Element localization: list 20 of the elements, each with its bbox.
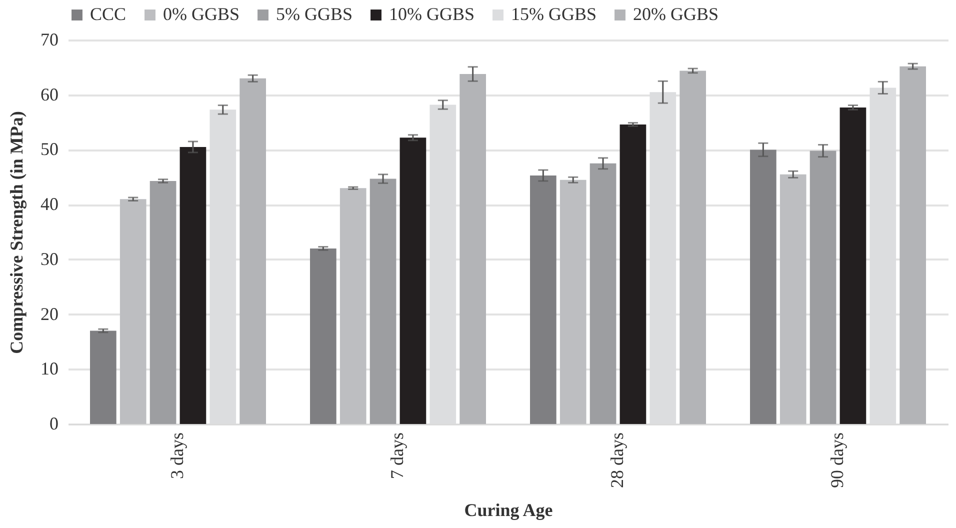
legend-label: 5% GGBS — [276, 4, 353, 24]
y-tick-label: 50 — [40, 139, 58, 160]
y-axis-title: Compressive Strength (in MPa) — [6, 111, 26, 354]
x-tick-label: 28 days — [607, 432, 627, 488]
legend-label: 0% GGBS — [163, 4, 240, 24]
x-axis-title: Curing Age — [464, 500, 553, 520]
y-tick-label: 10 — [40, 358, 58, 379]
legend-label: CCC — [90, 4, 126, 24]
y-tick-label: 20 — [40, 304, 58, 324]
x-tick-label: 7 days — [387, 432, 407, 479]
x-tick-label: 3 days — [167, 432, 187, 479]
y-tick-label: 60 — [40, 84, 58, 104]
y-tick-label: 0 — [50, 414, 58, 434]
legend-label: 10% GGBS — [389, 4, 475, 24]
legend-label: 15% GGBS — [511, 4, 597, 24]
y-tick-label: 70 — [40, 30, 58, 50]
y-tick-label: 30 — [40, 248, 58, 269]
legend-label: 20% GGBS — [633, 4, 719, 24]
x-tick-label: 90 days — [827, 432, 847, 488]
y-tick-label: 40 — [40, 194, 58, 214]
